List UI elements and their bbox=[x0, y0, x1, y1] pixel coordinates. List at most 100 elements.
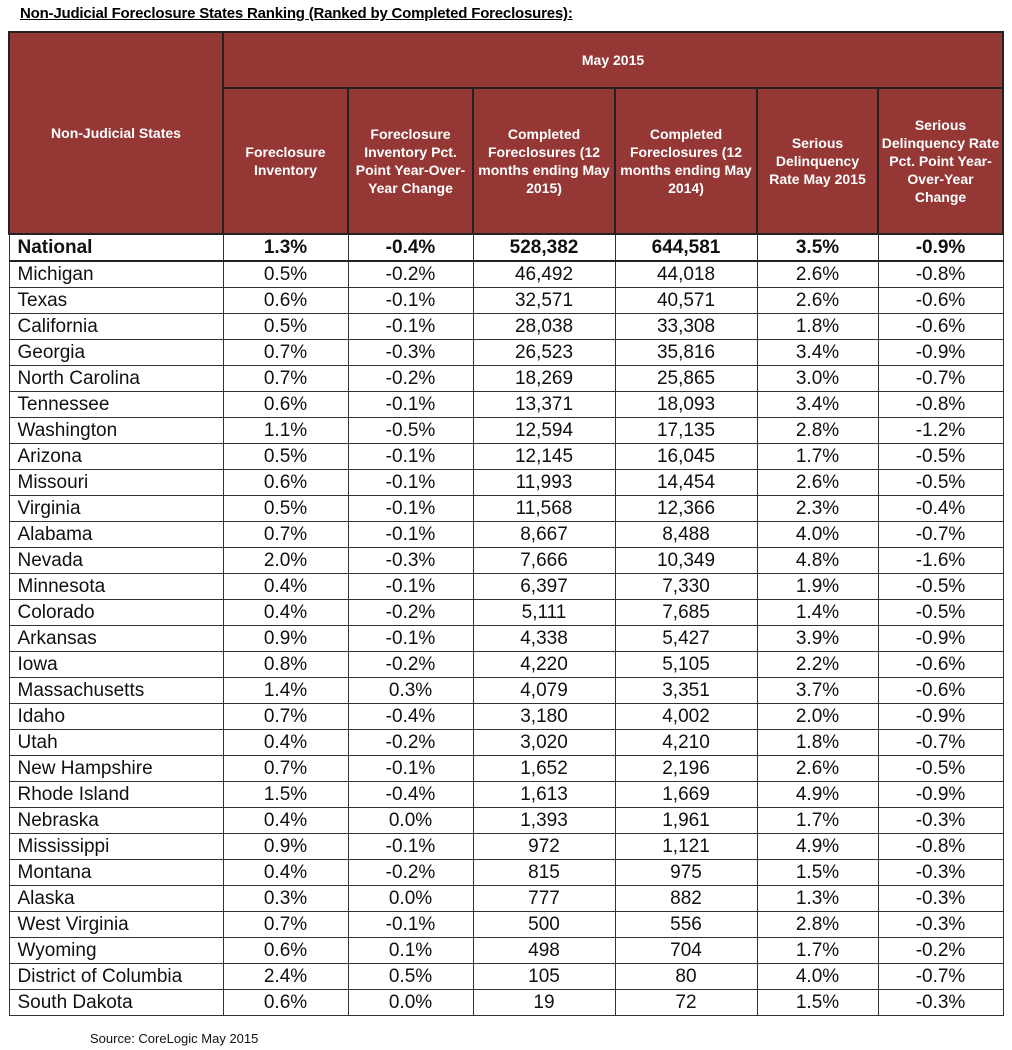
cell-value: 1,121 bbox=[614, 833, 758, 860]
cell-value: 0.3% bbox=[222, 885, 349, 912]
table-row: Tennessee 0.6% -0.1% 13,371 18,093 3.4% -0.8% bbox=[8, 391, 1004, 418]
table-row: Minnesota 0.4% -0.1% 6,397 7,330 1.9% -0.5% bbox=[8, 573, 1004, 600]
table-row: Texas 0.6% -0.1% 32,571 40,571 2.6% -0.6% bbox=[8, 287, 1004, 314]
cell-value: 10,349 bbox=[614, 547, 758, 574]
cell-value: 5,105 bbox=[614, 651, 758, 678]
cell-value: 12,145 bbox=[472, 443, 616, 470]
cell-value: 1.3% bbox=[222, 233, 349, 262]
cell-value: -1.2% bbox=[877, 417, 1004, 444]
state-name: Montana bbox=[8, 859, 224, 886]
cell-value: 498 bbox=[472, 937, 616, 964]
cell-value: 32,571 bbox=[472, 287, 616, 314]
state-name: Alabama bbox=[8, 521, 224, 548]
cell-value: 0.0% bbox=[347, 989, 474, 1016]
cell-value: 7,666 bbox=[472, 547, 616, 574]
cell-value: -0.1% bbox=[347, 755, 474, 782]
cell-value: -0.4% bbox=[877, 495, 1004, 522]
cell-value: -0.9% bbox=[877, 233, 1004, 262]
cell-value: 80 bbox=[614, 963, 758, 990]
cell-value: -0.2% bbox=[347, 729, 474, 756]
cell-value: 1,652 bbox=[472, 755, 616, 782]
cell-value: 0.0% bbox=[347, 807, 474, 834]
table-row: Missouri 0.6% -0.1% 11,993 14,454 2.6% -0.5% bbox=[8, 469, 1004, 496]
cell-value: 4.9% bbox=[756, 833, 879, 860]
table-row: Idaho 0.7% -0.4% 3,180 4,002 2.0% -0.9% bbox=[8, 703, 1004, 730]
table-row: Colorado 0.4% -0.2% 5,111 7,685 1.4% -0.5% bbox=[8, 599, 1004, 626]
cell-value: -0.8% bbox=[877, 260, 1004, 288]
cell-value: -0.2% bbox=[347, 651, 474, 678]
source-note: Source: CoreLogic May 2015 bbox=[90, 1031, 259, 1046]
cell-value: -0.3% bbox=[877, 911, 1004, 938]
cell-value: -0.1% bbox=[347, 495, 474, 522]
cell-value: -0.6% bbox=[877, 287, 1004, 314]
cell-value: 1.7% bbox=[756, 807, 879, 834]
table-row: Alaska 0.3% 0.0% 777 882 1.3% -0.3% bbox=[8, 885, 1004, 912]
cell-value: -0.9% bbox=[877, 703, 1004, 730]
table-row: Arizona 0.5% -0.1% 12,145 16,045 1.7% -0.5% bbox=[8, 443, 1004, 470]
header-delinquency-rate: Serious Delinquency Rate May 2015 bbox=[756, 87, 879, 235]
header-foreclosure-inventory: Foreclosure Inventory bbox=[222, 87, 349, 235]
cell-value: 35,816 bbox=[614, 339, 758, 366]
cell-value: 0.0% bbox=[347, 885, 474, 912]
table-row: Wyoming 0.6% 0.1% 498 704 1.7% -0.2% bbox=[8, 937, 1004, 964]
cell-value: 0.6% bbox=[222, 937, 349, 964]
table-row: Mississippi 0.9% -0.1% 972 1,121 4.9% -0.8% bbox=[8, 833, 1004, 860]
table-row: Nevada 2.0% -0.3% 7,666 10,349 4.8% -1.6% bbox=[8, 547, 1004, 574]
cell-value: -0.1% bbox=[347, 313, 474, 340]
cell-value: 11,568 bbox=[472, 495, 616, 522]
cell-value: 2.6% bbox=[756, 287, 879, 314]
cell-value: 4.0% bbox=[756, 521, 879, 548]
cell-value: 44,018 bbox=[614, 260, 758, 288]
state-name: Nebraska bbox=[8, 807, 224, 834]
table-body: National 1.3% -0.4% 528,382 644,581 3.5% -0.9%… bbox=[8, 233, 1004, 1016]
state-name: Missouri bbox=[8, 469, 224, 496]
cell-value: -0.4% bbox=[347, 233, 474, 262]
cell-value: 3.5% bbox=[756, 233, 879, 262]
cell-value: 19 bbox=[472, 989, 616, 1016]
cell-value: -0.5% bbox=[877, 755, 1004, 782]
cell-value: 1.4% bbox=[222, 677, 349, 704]
cell-value: 2.6% bbox=[756, 755, 879, 782]
state-name: Mississippi bbox=[8, 833, 224, 860]
cell-value: 3.9% bbox=[756, 625, 879, 652]
cell-value: -0.1% bbox=[347, 573, 474, 600]
cell-value: 0.4% bbox=[222, 807, 349, 834]
cell-value: 0.7% bbox=[222, 521, 349, 548]
cell-value: -0.1% bbox=[347, 287, 474, 314]
state-name: California bbox=[8, 313, 224, 340]
cell-value: 1.5% bbox=[756, 989, 879, 1016]
cell-value: 2.0% bbox=[756, 703, 879, 730]
cell-value: -0.5% bbox=[877, 443, 1004, 470]
cell-value: 1.4% bbox=[756, 599, 879, 626]
cell-value: -0.3% bbox=[347, 547, 474, 574]
cell-value: 1.1% bbox=[222, 417, 349, 444]
table-row: Washington 1.1% -0.5% 12,594 17,135 2.8% -1.2% bbox=[8, 417, 1004, 444]
cell-value: 528,382 bbox=[472, 233, 616, 262]
cell-value: 12,594 bbox=[472, 417, 616, 444]
cell-value: 2.4% bbox=[222, 963, 349, 990]
header-row-label: Non-Judicial States bbox=[8, 31, 224, 235]
state-name: Minnesota bbox=[8, 573, 224, 600]
header-inventory-yoy-change: Foreclosure Inventory Pct. Point Year-Ov… bbox=[347, 87, 474, 235]
cell-value: -0.6% bbox=[877, 651, 1004, 678]
table-row: Georgia 0.7% -0.3% 26,523 35,816 3.4% -0.9% bbox=[8, 339, 1004, 366]
cell-value: 40,571 bbox=[614, 287, 758, 314]
cell-value: 4,002 bbox=[614, 703, 758, 730]
cell-value: 28,038 bbox=[472, 313, 616, 340]
table-row: Arkansas 0.9% -0.1% 4,338 5,427 3.9% -0.9% bbox=[8, 625, 1004, 652]
cell-value: 0.4% bbox=[222, 573, 349, 600]
table-row: Iowa 0.8% -0.2% 4,220 5,105 2.2% -0.6% bbox=[8, 651, 1004, 678]
table-row: California 0.5% -0.1% 28,038 33,308 1.8% -0.6% bbox=[8, 313, 1004, 340]
cell-value: 2.2% bbox=[756, 651, 879, 678]
cell-value: -0.9% bbox=[877, 625, 1004, 652]
cell-value: -0.5% bbox=[877, 469, 1004, 496]
cell-value: 0.8% bbox=[222, 651, 349, 678]
cell-value: -0.3% bbox=[877, 885, 1004, 912]
cell-value: 0.7% bbox=[222, 911, 349, 938]
state-name: Rhode Island bbox=[8, 781, 224, 808]
header-completed-2014: Completed Foreclosures (12 months ending… bbox=[614, 87, 758, 235]
cell-value: 72 bbox=[614, 989, 758, 1016]
state-name: Alaska bbox=[8, 885, 224, 912]
cell-value: 3.4% bbox=[756, 391, 879, 418]
state-name: South Dakota bbox=[8, 989, 224, 1016]
